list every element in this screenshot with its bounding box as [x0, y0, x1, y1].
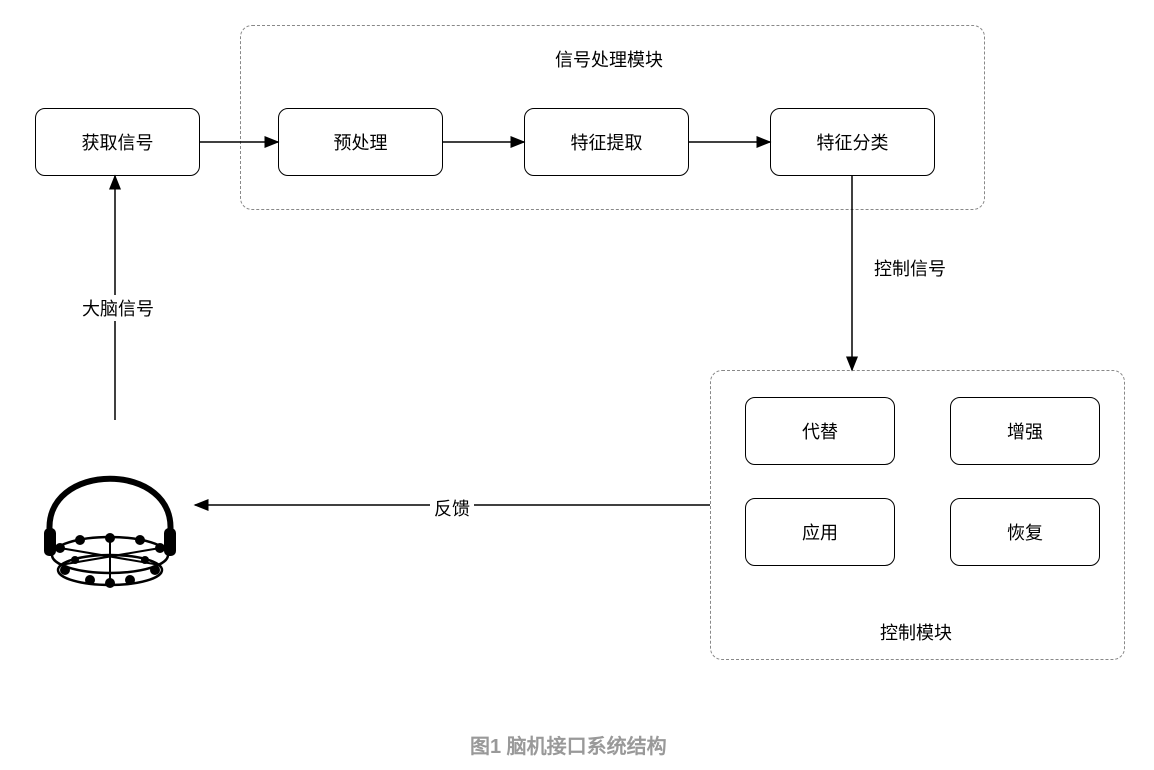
- flowchart-diagram: 信号处理模块 控制模块 获取信号 预处理 特征提取 特征分类 代替 增强 应用 …: [0, 0, 1154, 770]
- edge-label-control-signal: 控制信号: [870, 255, 950, 281]
- node-label: 特征提取: [571, 129, 643, 155]
- node-recover: 恢复: [950, 498, 1100, 566]
- node-feature-extraction: 特征提取: [524, 108, 689, 176]
- node-enhance: 增强: [950, 397, 1100, 465]
- node-label: 应用: [802, 519, 838, 545]
- node-label: 代替: [802, 418, 838, 444]
- node-label: 恢复: [1007, 519, 1043, 545]
- node-label: 增强: [1007, 418, 1043, 444]
- node-substitute: 代替: [745, 397, 895, 465]
- module-signal-processing-label: 信号处理模块: [555, 46, 663, 72]
- figure-caption: 图1 脑机接口系统结构: [470, 730, 667, 759]
- edge-label-feedback: 反馈: [430, 495, 474, 521]
- node-label: 特征分类: [817, 129, 889, 155]
- edge-label-brain-signal: 大脑信号: [78, 295, 158, 321]
- node-preprocess: 预处理: [278, 108, 443, 176]
- node-feature-classification: 特征分类: [770, 108, 935, 176]
- node-label: 预处理: [334, 129, 388, 155]
- eeg-headset-icon: [20, 420, 200, 600]
- node-label: 获取信号: [82, 129, 154, 155]
- module-control-label: 控制模块: [880, 619, 952, 645]
- node-apply: 应用: [745, 498, 895, 566]
- node-acquire-signal: 获取信号: [35, 108, 200, 176]
